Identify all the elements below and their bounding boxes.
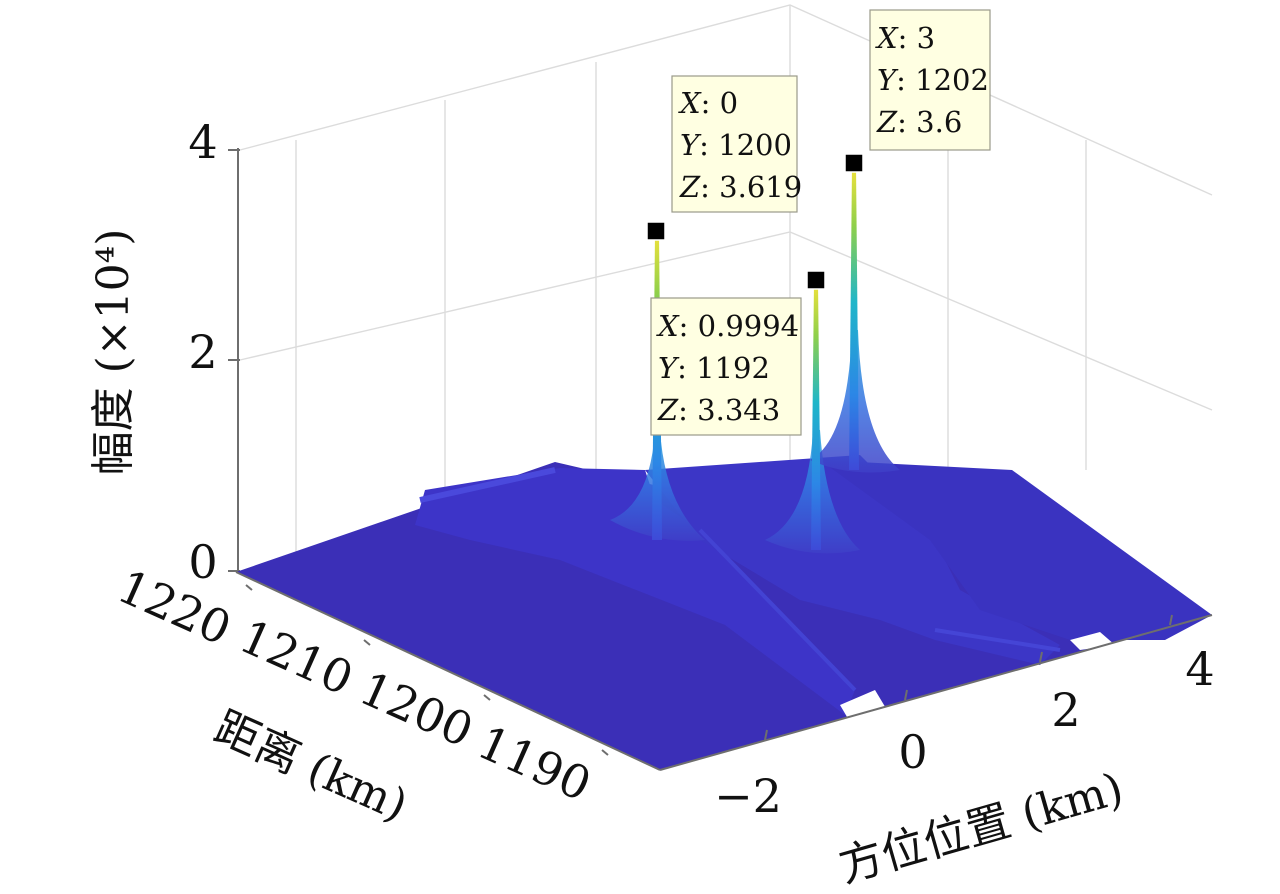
datatip-3-x-value: : 3 [898,21,935,55]
datatip-1-box [671,75,798,213]
x-tick-label-0: 0 [898,725,927,779]
floor-axes [235,571,1213,771]
x-axis-label: 方位位置 (km) [833,763,1128,893]
datatip-3[interactable]: X: 3 Y: 1202 Z: 3.6 [869,9,991,151]
ridge-highlight-1 [419,467,556,503]
ridge-band-3 [820,460,1212,640]
datatip-3-y-key: Y [877,63,899,97]
x-tick-labels: −2 0 2 4 [714,642,1215,823]
svg-text:Y: 1202: Y: 1202 [877,63,989,97]
datatip-1[interactable]: X: 0 Y: 1200 Z: 3.619 [671,75,802,213]
datatip-3-z-value: : 3.6 [897,105,962,139]
datatip-2-z-key: Z [657,393,679,427]
datatip-1-z-value: : 3.619 [700,170,802,204]
datatip-2-z-value: : 3.343 [678,393,780,427]
x-tick-label-neg2: −2 [714,769,782,823]
datatip-2-box [650,297,802,436]
z-tick-label-0: 0 [188,535,217,589]
datatip-markers [646,153,864,290]
svg-text:Y: 1200: Y: 1200 [680,128,792,162]
z-tick-labels: 4 2 0 [188,115,217,589]
svg-text:Z: 3.343: Z: 3.343 [657,393,780,427]
datatip-3-box [869,9,991,151]
datatip-marker-1 [646,221,666,241]
datatip-1-z-key: Z [679,170,701,204]
z-axis [228,148,240,572]
svg-text:Y: 1192: Y: 1192 [658,351,770,385]
datatip-2-x-value: : 0.9994 [679,309,799,343]
datatip-2-y-value: : 1192 [677,351,770,385]
ridge-band-1 [415,468,855,715]
datatip-marker-2 [806,270,826,290]
datatip-2-x-key: X [656,309,680,343]
datatip-1-x-key: X [678,86,702,120]
datatip-1-y-key: Y [680,128,702,162]
x-tick-label-2: 2 [1051,683,1080,737]
datatip-2-y-key: Y [658,351,680,385]
svg-text:Z: 3.6: Z: 3.6 [876,105,962,139]
ridge-highlight-2 [698,528,857,692]
datatip-3-z-key: Z [876,105,898,139]
y-tick-label-1210: 1210 [232,609,361,706]
datatip-2[interactable]: X: 0.9994 Y: 1192 Z: 3.343 [650,297,802,436]
datatip-1-x-value: : 0 [701,86,738,120]
svg-text:X: 0.9994: X: 0.9994 [656,309,799,343]
surface [236,165,1212,770]
y-tick-label-1220: 1220 [110,559,239,656]
datatip-1-y-value: : 1200 [699,128,792,162]
peak-spike-3 [849,165,859,470]
x-tick-label-4: 4 [1185,642,1214,696]
peak-spike-2 [811,282,821,550]
z-axis-label: 幅度 (×10⁴) [88,229,139,476]
svg-text:Z: 3.619: Z: 3.619 [679,170,802,204]
datatip-3-y-value: : 1202 [896,63,989,97]
svg-text:X: 0: X: 0 [678,86,738,120]
datatip-3-x-key: X [875,21,899,55]
z-tick-label-4: 4 [188,115,217,169]
datatip-marker-3 [844,153,864,173]
svg-text:X: 3: X: 3 [875,21,935,55]
ridge-band-2 [645,455,1060,665]
z-tick-label-2: 2 [188,325,217,379]
ridge-highlight-3 [934,628,1061,652]
